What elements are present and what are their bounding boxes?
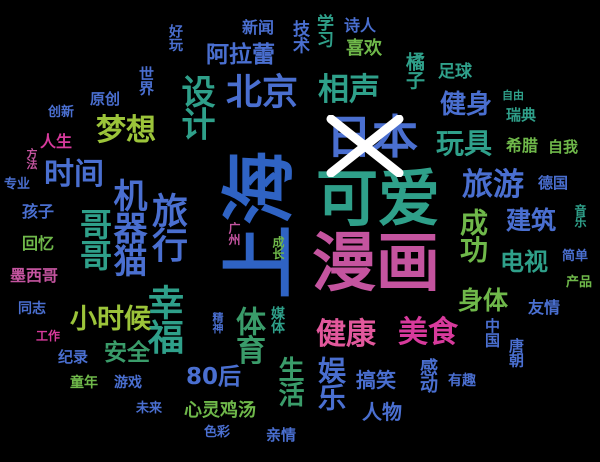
word-meishi: 美食 (398, 315, 458, 350)
word-ziyou: 自由 (502, 89, 524, 102)
word-80hou: 80后 (186, 364, 242, 390)
word-moxige: 墨西哥 (10, 266, 59, 285)
word-youqu: 有趣 (448, 373, 476, 389)
word-jiandan: 简单 (562, 249, 589, 264)
word-rensheng: 人生 (40, 132, 73, 151)
word-xinlingjitang: 心灵鸡汤 (184, 400, 256, 421)
word-beijing: 北京 (226, 72, 299, 113)
word-anquan: 安全 (104, 340, 150, 366)
word-xiaoshihou: 小时候 (70, 304, 151, 335)
word-jianshen: 健身 (440, 90, 493, 120)
word-yuanchuang: 原创 (90, 90, 121, 108)
word-gongzuo: 工作 (36, 329, 61, 343)
word-wanju: 玩具 (436, 127, 493, 160)
word-jianzhu: 建筑 (506, 206, 557, 235)
word-jiankang: 健康 (316, 317, 376, 352)
word-renwu: 人物 (362, 400, 402, 424)
word-jiqimao: 机器猫 (107, 178, 147, 276)
word-zhongguo: 中国 (483, 318, 501, 347)
word-mengxiang: 梦想 (96, 113, 156, 148)
word-chenggong: 成功 (456, 208, 489, 262)
word-yinyue: 音乐 (573, 204, 587, 228)
word-youqing: 友情 (528, 298, 561, 317)
word-shenti: 身体 (458, 286, 509, 315)
word-juzi: 橘子 (403, 52, 425, 89)
word-xila: 希腊 (506, 136, 539, 155)
word-jingshen: 精神 (211, 312, 224, 334)
word-yule: 娱乐 (314, 356, 347, 410)
cross-stroke-b (326, 115, 404, 177)
word-jishu: 技术 (289, 20, 309, 53)
word-ziwo: 自我 (548, 138, 579, 156)
word-tongnian: 童年 (70, 375, 98, 391)
word-xinwen: 新闻 (242, 18, 275, 37)
word-shiren: 诗人 (344, 16, 377, 35)
word-alalei: 阿拉蕾 (206, 42, 275, 68)
word-lvyou: 旅游 (462, 167, 524, 203)
word-chuangxin: 创新 (48, 105, 75, 120)
word-ruidian: 瑞典 (506, 106, 537, 124)
word-chengzhang: 成长 (271, 236, 285, 260)
word-chanpin: 产品 (566, 275, 593, 290)
word-jilu: 纪录 (58, 348, 89, 366)
word-tongzhi: 同志 (18, 301, 46, 317)
word-shijie: 世界 (137, 66, 155, 95)
word-deguo: 德国 (538, 174, 569, 192)
word-lvxing: 旅行 (146, 192, 187, 262)
word-shenghuo: 生活 (274, 356, 304, 406)
word-dianshi: 电视 (500, 248, 548, 276)
word-zuqiu: 足球 (438, 62, 472, 82)
word-haizi: 孩子 (22, 202, 55, 221)
word-guangzhou: 广州 (227, 222, 241, 246)
word-keai: 可爱 (316, 162, 441, 235)
word-meiti: 媒体 (269, 306, 285, 333)
word-gaoxiao: 搞笑 (356, 368, 396, 392)
word-secai: 色彩 (204, 425, 231, 440)
word-gandong: 感动 (417, 358, 438, 393)
cross-out-mark (326, 115, 404, 177)
word-tiyu: 体育 (230, 306, 265, 364)
word-shijian: 时间 (44, 157, 104, 192)
word-tangchao: 唐朝 (507, 338, 525, 367)
word-manhua: 漫画 (312, 227, 440, 301)
word-gege: 哥哥 (75, 208, 113, 270)
word-zhuanye: 专业 (4, 177, 31, 192)
word-weilai: 未来 (136, 401, 163, 416)
word-sheji: 设计 (175, 74, 215, 140)
word-xihuan: 喜欢 (346, 38, 382, 59)
word-youxi: 游戏 (114, 375, 142, 391)
word-haowan: 好玩 (167, 24, 183, 51)
word-huiyi: 回忆 (22, 234, 55, 253)
word-xuexi: 学习 (313, 14, 333, 47)
word-xingfu: 幸福 (142, 284, 183, 354)
word-xiangsheng: 相声 (318, 72, 380, 108)
word-fangfa: 方法 (25, 148, 38, 170)
word-qinqing: 亲情 (266, 426, 297, 444)
